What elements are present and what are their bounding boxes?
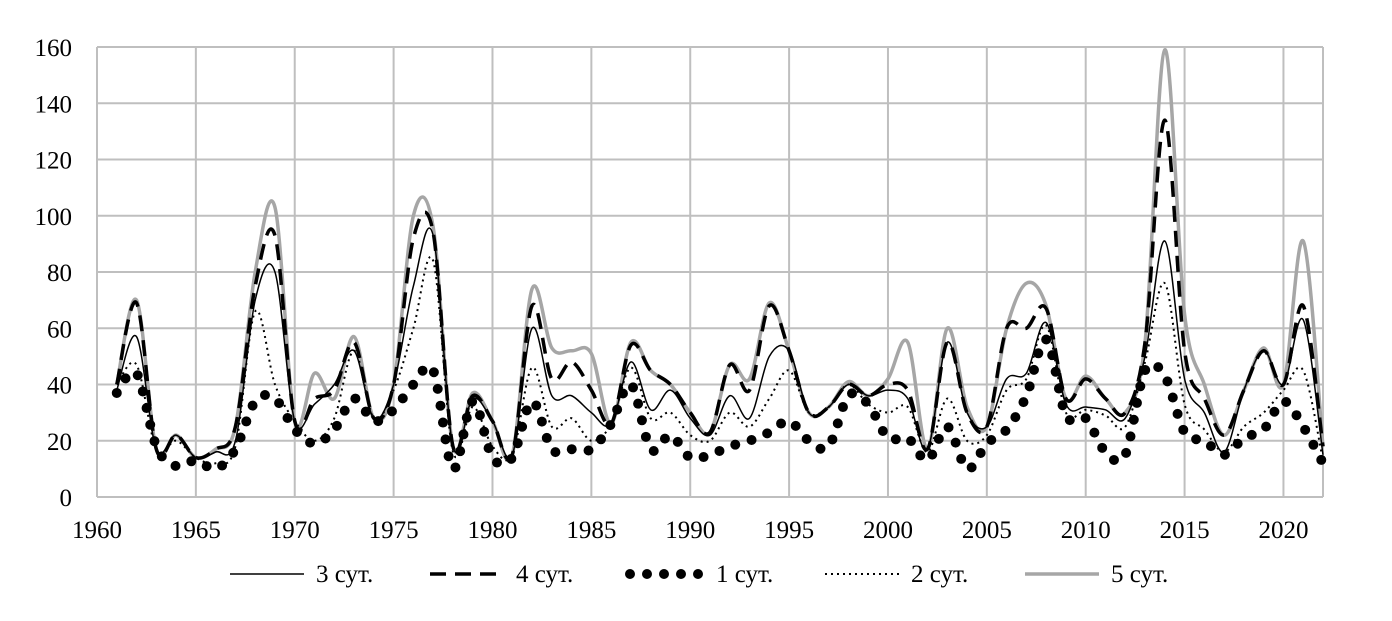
legend: 3 сут. 4 сут. 1 сут. 2 сут. 5 сут. (230, 561, 1168, 588)
legend-label: 3 сут. (316, 561, 373, 588)
y-tick-label: 80 (47, 260, 72, 287)
x-tick-label: 2020 (1258, 517, 1308, 544)
x-axis: 1960 1965 1970 1975 1980 1985 1990 1995 2000 2005… (72, 517, 1308, 544)
y-tick-label: 100 (35, 204, 73, 231)
x-tick-label: 1960 (72, 517, 122, 544)
x-tick-label: 2010 (1061, 517, 1111, 544)
y-tick-label: 140 (35, 91, 73, 118)
x-tick-label: 1965 (171, 517, 221, 544)
y-tick-label: 40 (47, 373, 72, 400)
series-line-dashed (115, 118, 1325, 462)
legend-label: 2 сут. (911, 561, 968, 588)
x-tick-label: 1980 (467, 517, 517, 544)
y-axis: 0 20 40 60 80 100 120 140 160 (35, 35, 73, 512)
y-tick-label: 120 (35, 148, 73, 175)
y-tick-label: 0 (60, 485, 73, 512)
x-tick-label: 1985 (566, 517, 616, 544)
x-tick-label: 2005 (962, 517, 1012, 544)
series-line-solid (116, 227, 1324, 460)
y-tick-label: 160 (35, 35, 73, 62)
x-tick-label: 2015 (1160, 517, 1210, 544)
x-tick-label: 2000 (863, 517, 913, 544)
legend-label: 1 сут. (716, 561, 773, 588)
y-tick-label: 60 (47, 316, 72, 343)
x-tick-label: 1970 (270, 517, 320, 544)
y-tick-label: 20 (47, 429, 72, 456)
series-lines (111, 48, 1328, 475)
x-tick-label: 1975 (369, 517, 419, 544)
legend-label: 5 сут. (1111, 561, 1168, 588)
x-tick-label: 1995 (764, 517, 814, 544)
x-tick-label: 1990 (665, 517, 715, 544)
legend-label: 4 сут. (516, 561, 573, 588)
